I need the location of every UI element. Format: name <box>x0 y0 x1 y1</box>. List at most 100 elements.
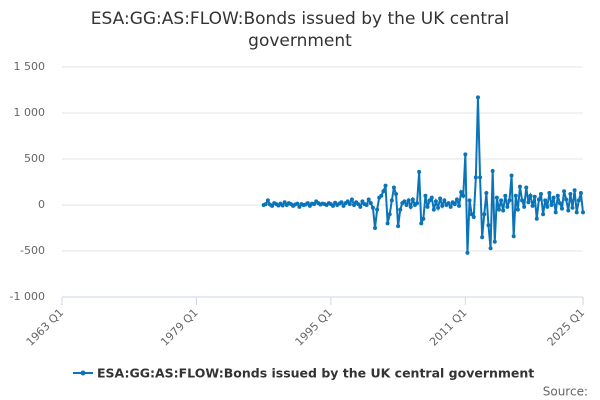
point <box>295 201 300 206</box>
point <box>341 203 346 208</box>
point <box>549 203 554 207</box>
point <box>368 201 373 206</box>
point <box>410 197 415 202</box>
point <box>534 216 539 221</box>
point <box>349 197 354 202</box>
y-tick-label: -500 <box>20 244 45 257</box>
series-line <box>263 97 584 253</box>
point <box>541 212 546 217</box>
point <box>438 196 443 201</box>
point <box>574 210 579 215</box>
point <box>442 198 447 203</box>
point <box>570 205 575 210</box>
point <box>408 204 413 209</box>
point <box>524 185 529 190</box>
chart-title: ESA:GG:AS:FLOW:Bonds issued by the UK ce… <box>90 9 510 51</box>
point <box>538 191 543 196</box>
point <box>551 195 556 200</box>
point <box>576 198 581 203</box>
y-tick-label: -1 000 <box>10 290 45 303</box>
point <box>486 223 491 228</box>
point <box>364 203 369 207</box>
legend-marker <box>80 370 86 376</box>
point <box>383 183 388 188</box>
point <box>381 189 386 194</box>
legend-label: ESA:GG:AS:FLOW:Bonds issued by the UK ce… <box>97 366 534 381</box>
point <box>406 198 411 203</box>
point <box>446 201 451 206</box>
x-tick-label: 1963 Q1 <box>24 306 67 349</box>
point <box>547 191 552 196</box>
point <box>358 204 363 209</box>
point <box>404 203 409 207</box>
point <box>387 212 392 217</box>
point <box>494 195 499 200</box>
point <box>396 224 401 229</box>
point <box>511 234 516 239</box>
point <box>429 195 434 200</box>
point <box>509 173 514 178</box>
point <box>280 203 285 208</box>
point <box>263 202 268 207</box>
point <box>496 207 501 212</box>
point <box>423 193 428 198</box>
point <box>503 193 508 198</box>
point <box>553 210 558 215</box>
x-tick-label: 1995 Q1 <box>293 306 336 349</box>
point <box>402 199 407 204</box>
point <box>352 203 357 207</box>
point <box>568 191 573 196</box>
point <box>339 200 344 205</box>
point <box>425 204 430 209</box>
point <box>417 169 422 174</box>
point <box>562 189 567 194</box>
point <box>532 194 537 199</box>
point <box>475 95 480 100</box>
point <box>564 197 569 202</box>
point <box>530 203 535 208</box>
y-tick-label: 1 000 <box>14 106 46 119</box>
point <box>513 193 518 198</box>
point <box>347 202 352 207</box>
x-tick-label: 1979 Q1 <box>158 306 201 349</box>
point <box>559 206 564 211</box>
point <box>419 221 424 226</box>
point <box>522 204 527 209</box>
x-tick-label: 2025 Q1 <box>545 306 588 349</box>
point <box>467 198 472 203</box>
y-tick-label: 1 500 <box>14 60 46 73</box>
point <box>427 198 432 203</box>
point <box>515 207 520 212</box>
point <box>312 202 317 207</box>
point <box>305 201 310 206</box>
point <box>501 208 506 213</box>
point <box>543 198 548 203</box>
point <box>499 198 504 203</box>
point <box>528 193 533 198</box>
point <box>375 207 380 212</box>
point <box>391 185 396 190</box>
point <box>297 204 302 209</box>
point <box>461 193 466 198</box>
point <box>282 200 287 205</box>
point <box>436 205 441 210</box>
point <box>465 250 470 255</box>
point <box>385 221 390 226</box>
point <box>478 175 483 180</box>
point <box>345 199 350 204</box>
point <box>536 197 541 202</box>
point <box>452 202 457 207</box>
point <box>331 203 336 208</box>
point <box>572 188 577 193</box>
point <box>484 191 489 196</box>
point <box>482 212 487 217</box>
point <box>557 201 562 206</box>
point <box>490 168 495 173</box>
point <box>507 198 512 203</box>
point <box>545 204 550 209</box>
point <box>379 193 384 198</box>
point <box>433 199 438 204</box>
point <box>457 203 462 208</box>
